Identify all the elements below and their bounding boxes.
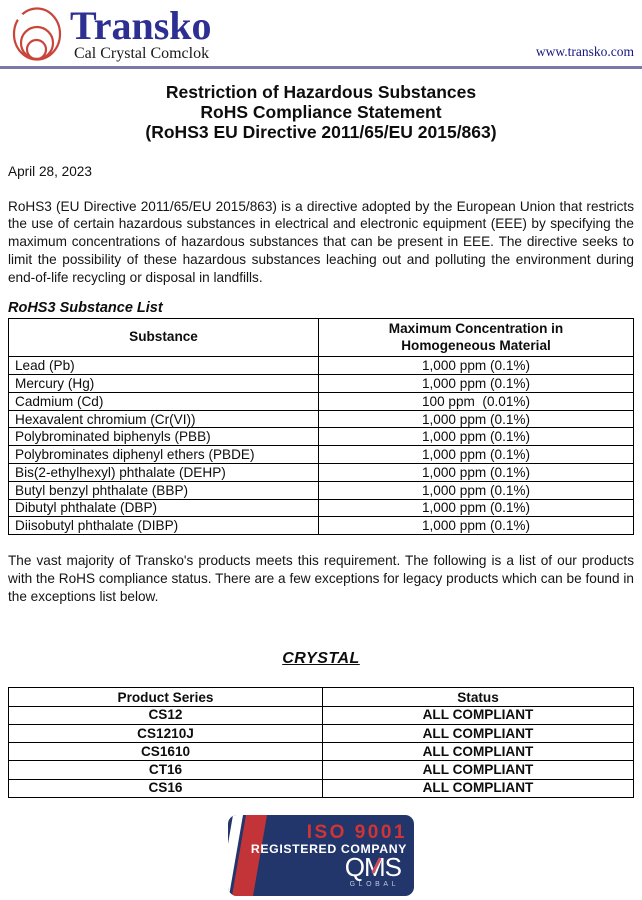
table-cell: Mercury (Hg) [8, 374, 319, 393]
table-row: CS12 ALL COMPLIANT [8, 705, 634, 725]
product-table: Product Series Status CS12 ALL COMPLIANT C… [8, 687, 634, 798]
transko-circles-icon [10, 5, 66, 63]
page-title: Restriction of Hazardous Substances RoHS… [0, 82, 642, 142]
column-header-product-series: Product Series [8, 687, 323, 707]
table-cell: CT16 [8, 760, 323, 780]
table-cell: 100 ppm (0.01%) [318, 391, 634, 411]
table-cell: Bis(2-ethylhexyl) phthalate (DEHP) [8, 463, 319, 482]
table-cell: Polybrominated biphenyls (PBB) [8, 427, 319, 447]
title-line-3: (RoHS3 EU Directive 2011/65/EU 2015/863) [145, 122, 497, 142]
table-row: Lead (Pb) 1,000 ppm (0.1%) [8, 356, 634, 376]
intro-paragraph: RoHS3 (EU Directive 2011/65/EU 2015/863)… [8, 198, 634, 285]
table-cell: 1,000 ppm (0.1%) [318, 445, 634, 464]
table-row: CT16 ALL COMPLIANT [8, 760, 634, 780]
title-line-1: Restriction of Hazardous Substances [165, 82, 477, 102]
table-cell: 1,000 ppm (0.1%) [318, 356, 634, 376]
table-row: Diisobutyl phthalate (DIBP) 1,000 ppm (0.… [8, 516, 634, 536]
table-row: Hexavalent chromium (Cr(VI)) 1,000 ppm (0… [8, 409, 634, 429]
table-cell: CS16 [8, 778, 323, 798]
table-cell: CS1610 [8, 742, 323, 762]
header: Transko Cal Crystal Comclok www.transko.… [0, 0, 642, 66]
table-row: Polybrominates diphenyl ethers (PBDE) 1,0… [8, 445, 634, 464]
table-row: CS1610 ALL COMPLIANT [8, 742, 634, 762]
brand-tagline: Cal Crystal Comclok [74, 45, 210, 62]
table-cell: Polybrominates diphenyl ethers (PBDE) [8, 445, 319, 464]
transko-logo: Transko Cal Crystal Comclok [10, 5, 212, 63]
table-cell: 1,000 ppm (0.1%) [318, 374, 634, 393]
table-cell: 1,000 ppm (0.1%) [318, 427, 634, 447]
table-cell: 1,000 ppm (0.1%) [318, 409, 634, 429]
column-header-concentration: Maximum Concentration in Homogeneous Mat… [318, 318, 634, 358]
substance-table: Substance Maximum Concentration in Homog… [8, 318, 634, 536]
table-cell: 1,000 ppm (0.1%) [318, 480, 634, 500]
table-row: Mercury (Hg) 1,000 ppm (0.1%) [8, 374, 634, 393]
table-cell: Diisobutyl phthalate (DIBP) [8, 516, 319, 536]
crystal-section-heading: CRYSTAL [282, 650, 360, 668]
registered-company-label: REGISTERED COMPANY [250, 841, 407, 856]
logo-text: Transko Cal Crystal Comclok [70, 3, 212, 63]
table-cell: ALL COMPLIANT [322, 742, 634, 762]
table-header-row: Substance Maximum Concentration in Homog… [8, 318, 634, 358]
table-cell: ALL COMPLIANT [322, 760, 634, 780]
table-row: CS16 ALL COMPLIANT [8, 778, 634, 798]
column-header-substance: Substance [8, 318, 319, 358]
substance-list-heading: RoHS3 Substance List [8, 300, 163, 317]
table-row: Butyl benzyl phthalate (BBP) 1,000 ppm (0… [8, 480, 634, 500]
body-paragraph: The vast majority of Transko's products … [8, 553, 634, 604]
table-row: Dibutyl phthalate (DBP) 1,000 ppm (0.1%) [8, 498, 634, 518]
table-cell: CS1210J [8, 723, 323, 744]
table-row: Bis(2-ethylhexyl) phthalate (DEHP) 1,000 … [8, 463, 634, 482]
iso-9001-badge: ISO 9001 REGISTERED COMPANY QMS GLOBAL [228, 814, 414, 896]
table-row: Cadmium (Cd) 100 ppm (0.01%) [8, 391, 634, 411]
table-header-row: Product Series Status [8, 687, 634, 707]
header-rule [0, 66, 642, 69]
table-cell: Butyl benzyl phthalate (BBP) [8, 480, 319, 500]
date-text: April 28, 2023 [8, 164, 92, 179]
table-cell: Dibutyl phthalate (DBP) [8, 498, 319, 518]
table-cell: CS12 [8, 705, 323, 725]
global-label: GLOBAL [349, 880, 400, 888]
title-line-2: RoHS Compliance Statement [200, 102, 442, 122]
column-header-status: Status [322, 687, 634, 707]
table-cell: ALL COMPLIANT [322, 705, 634, 725]
table-row: Polybrominated biphenyls (PBB) 1,000 ppm … [8, 427, 634, 447]
table-cell: 1,000 ppm (0.1%) [318, 498, 634, 518]
table-cell: 1,000 ppm (0.1%) [318, 463, 634, 482]
table-cell: Hexavalent chromium (Cr(VI)) [8, 409, 319, 429]
table-cell: Cadmium (Cd) [8, 391, 319, 411]
table-cell: ALL COMPLIANT [322, 778, 634, 798]
diagonal-stripes-icon [228, 814, 267, 896]
table-cell: 1,000 ppm (0.1%) [318, 516, 634, 536]
table-row: CS1210J ALL COMPLIANT [8, 723, 634, 744]
website-link[interactable]: www.transko.com [535, 44, 634, 59]
iso-9001-label: ISO 9001 [306, 821, 407, 843]
brand-name: Transko [70, 3, 212, 48]
table-cell: Lead (Pb) [8, 356, 319, 376]
qms-logo: QMS GLOBAL [345, 854, 402, 889]
table-cell: ALL COMPLIANT [322, 723, 634, 744]
